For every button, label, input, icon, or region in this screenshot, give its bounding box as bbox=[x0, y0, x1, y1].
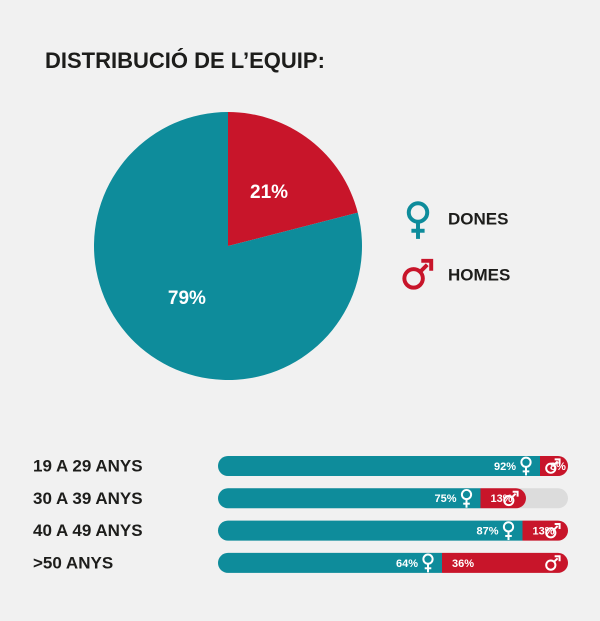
icon-ring bbox=[402, 267, 425, 290]
icon-arrow bbox=[554, 523, 561, 529]
icon-shaft bbox=[418, 263, 429, 274]
icon-shaft bbox=[511, 492, 517, 498]
icon-shaft bbox=[553, 460, 559, 466]
icon-arrow bbox=[554, 555, 561, 562]
bar-segment bbox=[218, 456, 540, 476]
pie-label: 79% bbox=[168, 288, 206, 309]
male-icon bbox=[402, 258, 434, 290]
male-icon bbox=[545, 523, 561, 539]
icon-shaft bbox=[553, 525, 559, 531]
pie-slice bbox=[228, 112, 358, 246]
bar-value-label: 92% bbox=[494, 461, 516, 473]
male-icon bbox=[545, 555, 561, 571]
female-icon bbox=[422, 553, 434, 573]
icon-arrow bbox=[512, 490, 519, 497]
category-label: 19 A 29 ANYS bbox=[33, 456, 143, 475]
icon-ring bbox=[545, 559, 557, 571]
female-icon bbox=[460, 488, 473, 508]
bar-value-label: 75% bbox=[434, 493, 456, 505]
icon-ring bbox=[406, 201, 430, 224]
female-icon bbox=[502, 521, 515, 541]
pie-label: 21% bbox=[250, 182, 288, 203]
icon-arrow bbox=[421, 258, 434, 271]
male-icon bbox=[503, 490, 519, 507]
category-label: 30 A 39 ANYS bbox=[33, 489, 143, 508]
female-icon bbox=[520, 456, 532, 476]
legend-label: HOMES bbox=[448, 265, 510, 284]
chart-title: DISTRIBUCIÓ DE L’EQUIP: bbox=[45, 48, 325, 73]
pie-slice bbox=[93, 112, 362, 381]
legend-label: DONES bbox=[448, 209, 508, 228]
female-icon bbox=[406, 201, 430, 239]
bar-segment bbox=[442, 552, 568, 573]
icon-ring bbox=[545, 462, 557, 474]
icon-ring bbox=[503, 494, 515, 507]
icon-shaft bbox=[553, 557, 559, 563]
icon-ring bbox=[545, 527, 557, 539]
bar-value-label: 36% bbox=[452, 558, 474, 570]
category-label: >50 ANYS bbox=[33, 553, 113, 572]
bar-value-label: 64% bbox=[396, 558, 418, 570]
bar-segment bbox=[218, 552, 442, 573]
icon-ring bbox=[460, 488, 473, 501]
bar-value-label: 87% bbox=[476, 526, 498, 538]
category-label: 40 A 49 ANYS bbox=[33, 521, 143, 540]
male-icon bbox=[545, 458, 561, 474]
bar-segment bbox=[218, 520, 523, 541]
bar-value-label: 8% bbox=[550, 461, 566, 473]
icon-arrow bbox=[554, 458, 561, 465]
bar-segment bbox=[218, 488, 481, 509]
